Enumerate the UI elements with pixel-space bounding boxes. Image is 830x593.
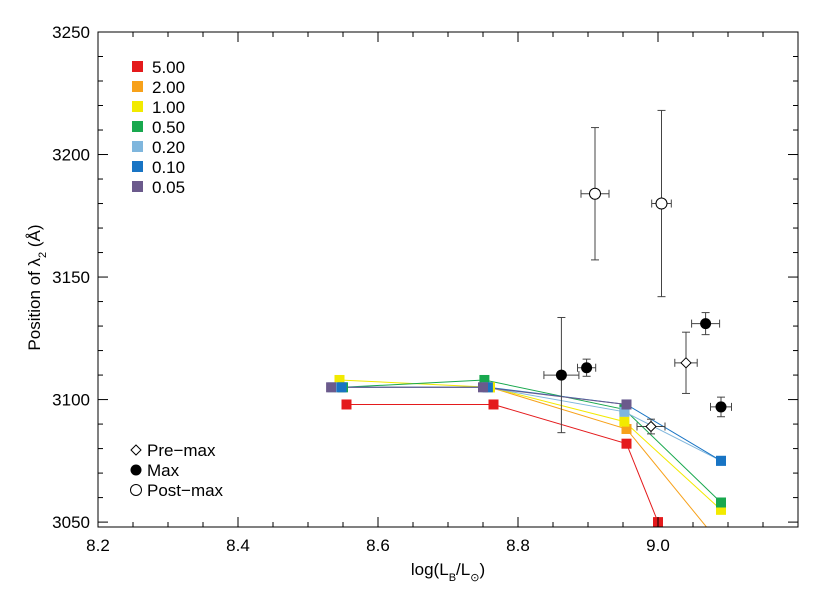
y-tick-label: 3050 xyxy=(52,513,90,532)
legend-swatch-0-50 xyxy=(132,121,143,132)
post-max-point-1 xyxy=(655,197,668,210)
model-point-0-05-1 xyxy=(478,382,488,393)
y-label-part: Position of λ xyxy=(25,257,44,350)
model-point-0-05-2 xyxy=(621,399,632,410)
legend-label-0-20: 0.20 xyxy=(152,138,185,157)
model-point-5-00-0 xyxy=(341,399,352,410)
y-axis-label: Position of λ2 (Å) xyxy=(25,224,49,350)
x-label-sub: B xyxy=(449,572,456,584)
model-point-0-50-1 xyxy=(479,374,490,385)
y-label-sub: 2 xyxy=(37,252,49,258)
legend-label-obs-2: Post−max xyxy=(147,481,224,500)
legend: 5.002.001.000.500.200.100.05 Pre−maxMaxPo… xyxy=(130,58,224,500)
model-point-0-05-0 xyxy=(326,382,337,393)
model-point-2-00-2 xyxy=(621,423,632,434)
legend-label-1-00: 1.00 xyxy=(152,98,185,117)
model-point-0-20-2 xyxy=(619,406,630,417)
x-tick-label: 9.0 xyxy=(646,536,670,555)
model-point-5-00-2 xyxy=(621,438,632,449)
legend-label-5-00: 5.00 xyxy=(152,58,185,77)
model-point-1-00-0 xyxy=(334,374,345,385)
model-point-2-00-3 xyxy=(705,526,716,527)
y-tick-label: 3100 xyxy=(52,391,90,410)
legend-swatch-0-20 xyxy=(132,141,143,152)
plot-area xyxy=(326,109,732,527)
legend-label-0-50: 0.50 xyxy=(152,118,185,137)
pre-max-point-1 xyxy=(645,420,657,433)
max-point-3 xyxy=(715,401,727,413)
model-point-0-10-0 xyxy=(336,382,347,393)
post-max-point-0 xyxy=(589,187,601,200)
model-line-0-50 xyxy=(342,379,722,503)
x-label-part: /L xyxy=(456,560,470,579)
legend-swatch-0-05 xyxy=(132,181,143,192)
max-point-1 xyxy=(581,362,593,374)
model-line-2-00 xyxy=(339,386,708,527)
legend-label-obs-1: Max xyxy=(147,461,180,480)
model-point-1-00-2 xyxy=(619,416,630,427)
legend-label-0-05: 0.05 xyxy=(152,178,185,197)
y-tick-label: 3250 xyxy=(52,23,90,42)
legend-marker-pre-max xyxy=(130,444,142,456)
x-label-part: log(L xyxy=(411,560,449,579)
x-tick-label: 8.4 xyxy=(226,536,250,555)
legend-marker-max xyxy=(130,464,142,476)
x-tick-label: 8.2 xyxy=(86,536,110,555)
max-point-2 xyxy=(700,318,712,330)
pre-max-point-0 xyxy=(680,357,692,369)
max-point-0 xyxy=(555,369,567,381)
model-point-0-50-3 xyxy=(716,497,726,508)
y-tick-label: 3200 xyxy=(52,146,90,165)
x-axis-label: log(LB/L⊙) xyxy=(411,560,485,584)
x-tick-label: 8.8 xyxy=(506,536,530,555)
model-point-5-00-1 xyxy=(488,399,499,410)
x-tick-label: 8.6 xyxy=(366,536,390,555)
legend-label-0-10: 0.10 xyxy=(152,158,185,177)
legend-swatch-1-00 xyxy=(132,101,143,112)
legend-swatch-5-00 xyxy=(132,61,143,72)
legend-marker-post-max xyxy=(130,484,142,496)
legend-swatch-2-00 xyxy=(132,81,143,92)
x-label-part: ) xyxy=(479,560,485,579)
legend-label-2-00: 2.00 xyxy=(152,78,185,97)
axes: 8.2 8.4 8.6 8.8 9.0 3050 3100 3150 3200 3250 log(L… xyxy=(25,23,799,584)
legend-label-obs-0: Pre−max xyxy=(147,441,216,460)
x-label-sub: ⊙ xyxy=(470,572,479,584)
model-point-1-00-3 xyxy=(716,504,726,515)
legend-swatch-0-10 xyxy=(132,161,143,172)
y-tick-label: 3150 xyxy=(52,268,90,287)
model-point-0-10-3 xyxy=(716,455,726,466)
y-label-part: (Å) xyxy=(25,224,44,251)
